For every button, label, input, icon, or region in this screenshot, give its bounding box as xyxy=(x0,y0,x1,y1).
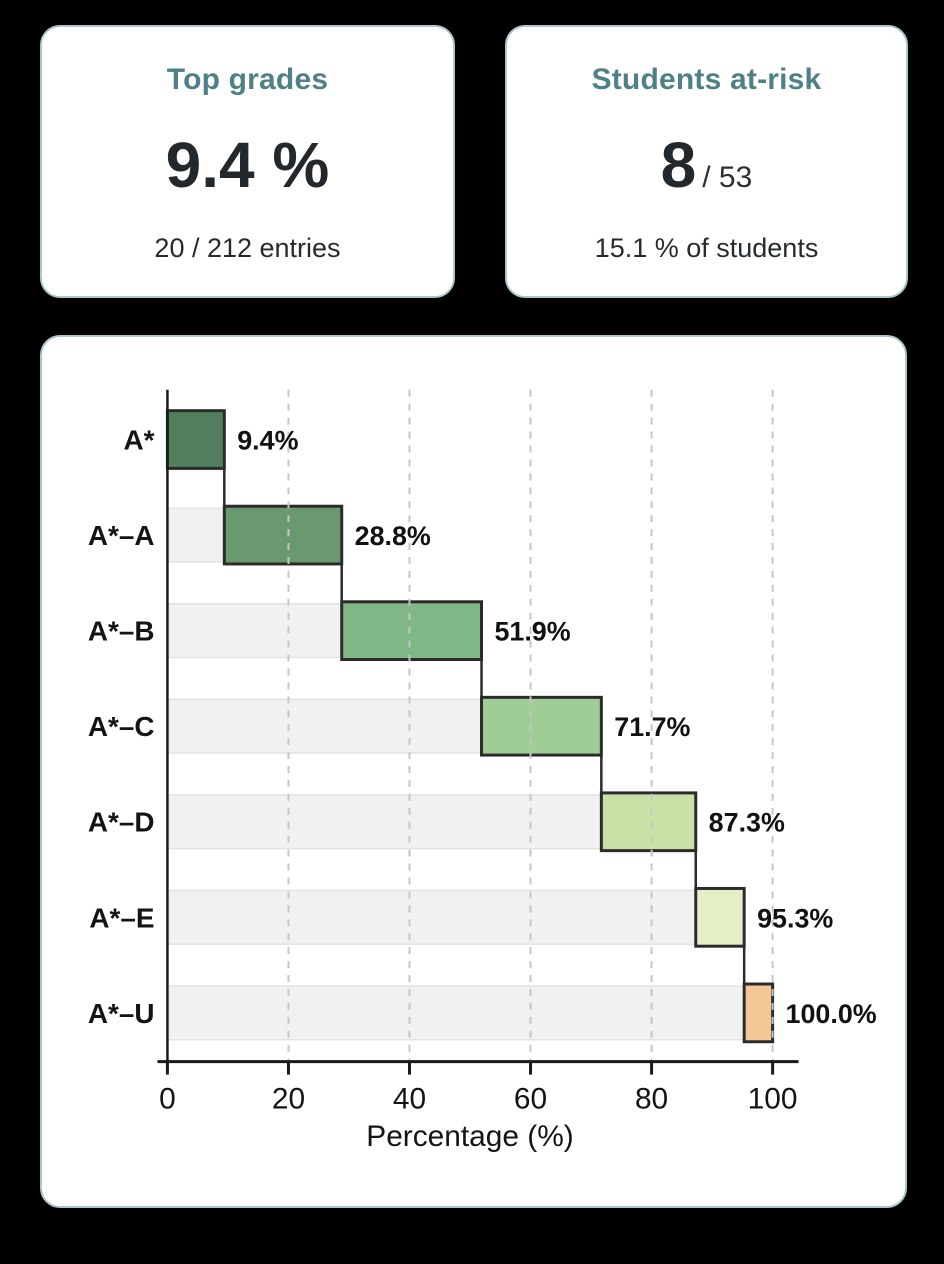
waterfall-bar xyxy=(599,791,698,853)
x-tick-label: 20 xyxy=(272,1082,305,1115)
x-tick-label: 100 xyxy=(748,1082,798,1115)
waterfall-bar xyxy=(340,600,484,662)
category-label: A*–C xyxy=(88,711,155,742)
students-at-risk-title: Students at-risk xyxy=(591,63,822,96)
bar-value-label: 9.4% xyxy=(237,425,298,455)
students-at-risk-value: 8/ 53 xyxy=(661,133,753,197)
category-label: A*–D xyxy=(88,807,155,838)
waterfall-band xyxy=(166,698,483,754)
waterfall-band xyxy=(166,889,697,945)
x-axis-title: Percentage (%) xyxy=(366,1120,573,1153)
at-risk-total: / 53 xyxy=(702,161,753,194)
bar-value-label: 51.9% xyxy=(494,617,570,647)
grade-waterfall-card: A* 9.4% A*–A 28.8% A*–B 51.9% A*–C 71.7% A*–D 87.… xyxy=(40,335,907,1208)
bar-value-label: 28.8% xyxy=(355,521,431,551)
waterfall-bar xyxy=(694,886,746,948)
waterfall-bar xyxy=(222,504,344,566)
category-label: A*–U xyxy=(88,998,155,1029)
top-grades-card: Top grades 9.4 % 20 / 212 entries xyxy=(40,25,455,298)
students-at-risk-subtitle: 15.1 % of students xyxy=(594,233,819,263)
x-tick-label: 40 xyxy=(393,1082,426,1115)
category-label: A*–E xyxy=(89,902,154,933)
category-label: A*–A xyxy=(88,520,155,551)
bar-value-label: 95.3% xyxy=(757,903,833,933)
x-tick-label: 80 xyxy=(635,1082,668,1115)
waterfall-band xyxy=(166,507,226,563)
bar-value-label: 100.0% xyxy=(786,999,877,1029)
waterfall-band xyxy=(166,603,343,659)
top-grades-title: Top grades xyxy=(166,63,329,96)
top-grades-value: 9.4 % xyxy=(165,129,330,201)
waterfall-band xyxy=(166,985,745,1041)
waterfall-chart: A* 9.4% A*–A 28.8% A*–B 51.9% A*–C 71.7% A*–D 87.… xyxy=(88,389,877,1153)
category-label: A*–B xyxy=(88,616,155,647)
top-grades-subtitle: 20 / 212 entries xyxy=(154,233,341,263)
waterfall-band xyxy=(166,794,603,850)
x-tick-label: 60 xyxy=(514,1082,547,1115)
category-label: A* xyxy=(124,424,155,455)
x-tick-label: 0 xyxy=(159,1082,176,1115)
bar-value-label: 71.7% xyxy=(614,712,690,742)
waterfall-bar xyxy=(165,409,226,470)
bar-value-label: 87.3% xyxy=(709,808,785,838)
waterfall-bar xyxy=(742,982,775,1044)
students-at-risk-card: Students at-risk 8/ 53 15.1 % of student… xyxy=(505,25,908,298)
waterfall-bar xyxy=(480,695,603,757)
at-risk-count: 8 xyxy=(660,129,697,201)
